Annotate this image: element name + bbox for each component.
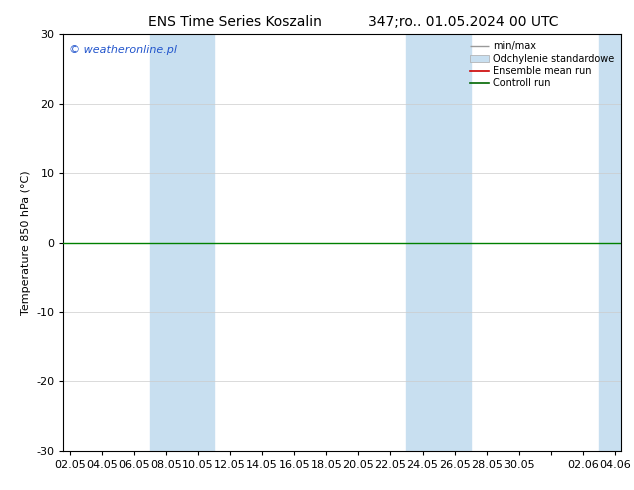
Text: 347;ro.. 01.05.2024 00 UTC: 347;ro.. 01.05.2024 00 UTC bbox=[368, 15, 558, 29]
Text: ENS Time Series Koszalin: ENS Time Series Koszalin bbox=[148, 15, 321, 29]
Legend: min/max, Odchylenie standardowe, Ensemble mean run, Controll run: min/max, Odchylenie standardowe, Ensembl… bbox=[468, 39, 616, 90]
Text: © weatheronline.pl: © weatheronline.pl bbox=[69, 45, 177, 55]
Y-axis label: Temperature 850 hPa (°C): Temperature 850 hPa (°C) bbox=[21, 170, 30, 315]
Bar bbox=[599, 34, 634, 451]
Bar bbox=[150, 34, 214, 451]
Bar bbox=[406, 34, 470, 451]
